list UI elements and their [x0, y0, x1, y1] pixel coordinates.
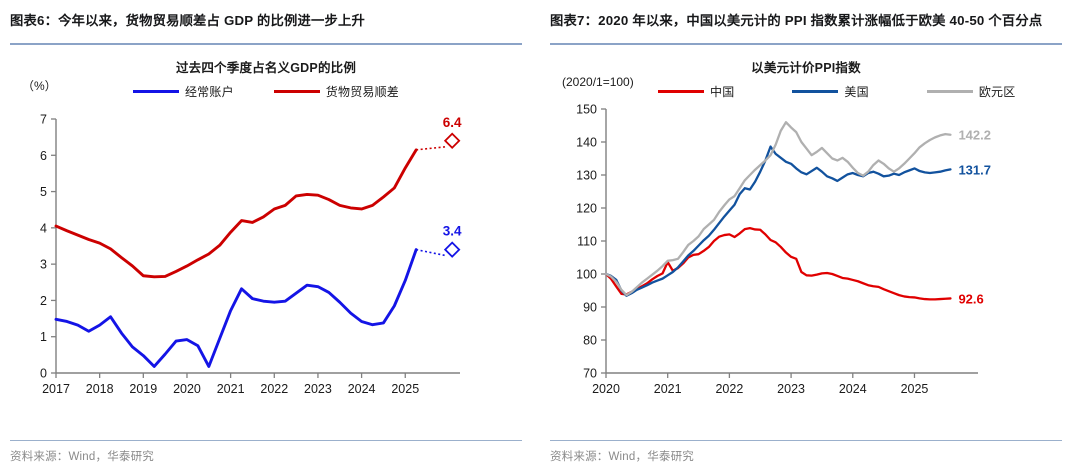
svg-text:70: 70 — [583, 367, 597, 381]
svg-text:4: 4 — [40, 221, 47, 235]
svg-text:3: 3 — [40, 258, 47, 272]
svg-text:131.7: 131.7 — [958, 162, 991, 177]
svg-text:2022: 2022 — [260, 382, 288, 396]
figure-7-label: 图表7： — [550, 13, 599, 28]
legend-label-current-account: 经常账户 — [184, 85, 234, 99]
svg-text:92.6: 92.6 — [958, 291, 983, 306]
figure-panel-right: 图表7：2020 年以来，中国以美元计的 PPI 指数累计涨幅低于欧美 40-5… — [540, 0, 1080, 472]
svg-text:3.4: 3.4 — [443, 224, 462, 239]
svg-text:150: 150 — [576, 103, 597, 117]
legend-swatch-eurozone — [926, 90, 973, 93]
legend-label-china: 中国 — [710, 85, 735, 99]
svg-text:2024: 2024 — [348, 382, 376, 396]
svg-text:100: 100 — [576, 268, 597, 282]
footer-divider-left — [10, 439, 522, 441]
svg-text:7: 7 — [40, 113, 47, 127]
title-divider-left — [10, 43, 522, 45]
svg-text:2: 2 — [40, 294, 47, 308]
chart-right: 以美元计价PPI指数 (2020/1=100) 中国 美国 欧元区 70 80 90… — [550, 45, 1062, 413]
figure-7-title: 图表7：2020 年以来，中国以美元计的 PPI 指数累计涨幅低于欧美 40-5… — [550, 0, 1062, 42]
svg-text:130: 130 — [576, 169, 597, 183]
figure-6-label: 图表6： — [10, 13, 59, 28]
chart-right-legend: 中国 美国 欧元区 — [550, 83, 1062, 100]
legend-item-goods-surplus[interactable]: 货物贸易顺差 — [273, 83, 399, 100]
svg-text:90: 90 — [583, 301, 597, 315]
figure-panel-left: 图表6：今年以来，货物贸易顺差占 GDP 的比例进一步上升 过去四个季度占名义G… — [10, 0, 522, 465]
figure-6-title: 图表6：今年以来，货物贸易顺差占 GDP 的比例进一步上升 — [10, 0, 522, 42]
svg-text:2021: 2021 — [217, 382, 245, 396]
svg-text:0: 0 — [40, 367, 47, 381]
svg-text:2018: 2018 — [86, 382, 114, 396]
svg-text:2025: 2025 — [901, 382, 929, 396]
legend-label-goods-surplus: 货物贸易顺差 — [325, 85, 399, 99]
chart-left: 过去四个季度占名义GDP的比例 （%） 经常账户 货物贸易顺差 0 1 2 3 4 5 6 7… — [10, 45, 522, 413]
legend-label-us: 美国 — [844, 85, 869, 99]
svg-text:2019: 2019 — [129, 382, 157, 396]
svg-text:110: 110 — [577, 235, 597, 249]
chart-left-title: 过去四个季度占名义GDP的比例 — [175, 61, 357, 75]
figure-7-title-text: 2020 年以来，中国以美元计的 PPI 指数累计涨幅低于欧美 40-50 个百… — [598, 13, 1043, 28]
footer-divider-right — [550, 439, 1062, 441]
svg-text:5: 5 — [40, 185, 47, 199]
title-divider-right — [550, 43, 1062, 45]
legend-swatch-goods-surplus — [273, 90, 320, 93]
svg-text:142.2: 142.2 — [958, 128, 991, 143]
chart-right-title: 以美元计价PPI指数 — [751, 61, 861, 75]
svg-text:80: 80 — [583, 334, 597, 348]
legend-label-eurozone: 欧元区 — [978, 85, 1016, 99]
chart-left-unit: （%） — [22, 79, 57, 93]
legend-item-current-account[interactable]: 经常账户 — [132, 83, 234, 100]
chart-right-unit: (2020/1=100) — [562, 75, 634, 89]
svg-text:2025: 2025 — [391, 382, 419, 396]
svg-text:2023: 2023 — [777, 382, 805, 396]
chart-left-legend: 经常账户 货物贸易顺差 — [10, 83, 522, 100]
svg-text:2023: 2023 — [304, 382, 332, 396]
chart-right-footer: 资料来源：Wind，华泰研究 — [550, 439, 1062, 465]
svg-text:2017: 2017 — [42, 382, 70, 396]
svg-text:6: 6 — [40, 149, 47, 163]
legend-item-china[interactable]: 中国 — [658, 83, 734, 100]
legend-swatch-us — [792, 90, 839, 93]
svg-text:2020: 2020 — [173, 382, 201, 396]
chart-right-plot: 70 80 90 100 110 120 130 140 150 2020 2021 2022 2023… — [576, 103, 991, 397]
svg-text:2020: 2020 — [592, 382, 620, 396]
legend-item-us[interactable]: 美国 — [792, 83, 869, 100]
svg-text:2024: 2024 — [839, 382, 867, 396]
legend-swatch-china — [658, 90, 704, 93]
source-text-left: 资料来源：Wind，华泰研究 — [10, 451, 154, 463]
chart-left-footer: 资料来源：Wind，华泰研究 — [10, 439, 522, 465]
svg-text:1: 1 — [40, 330, 47, 344]
svg-text:120: 120 — [576, 202, 597, 216]
legend-swatch-current-account — [132, 90, 179, 93]
chart-left-plot: 0 1 2 3 4 5 6 7 2017 2018 2019 2020 2021 2022 2023 2024… — [40, 113, 462, 397]
figure-6-title-text: 今年以来，货物贸易顺差占 GDP 的比例进一步上升 — [58, 13, 365, 28]
legend-item-eurozone[interactable]: 欧元区 — [926, 83, 1016, 100]
svg-text:2021: 2021 — [654, 382, 682, 396]
svg-text:6.4: 6.4 — [443, 115, 462, 130]
svg-text:140: 140 — [576, 136, 597, 150]
source-text-right: 资料来源：Wind，华泰研究 — [550, 451, 694, 463]
svg-text:2022: 2022 — [715, 382, 743, 396]
